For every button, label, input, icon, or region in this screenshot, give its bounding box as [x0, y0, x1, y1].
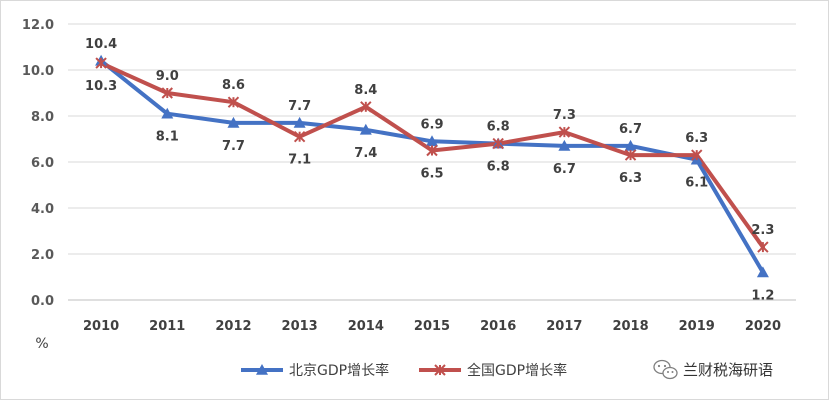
legend: 北京GDP增长率 全国GDP增长率 — [241, 362, 567, 379]
beijing-data-label: 6.7 — [553, 162, 576, 177]
x-tick-label: 2019 — [679, 319, 715, 334]
beijing-data-label: 6.8 — [487, 160, 510, 175]
watermark: 兰财税海研语 — [653, 359, 773, 380]
x-tick-label: 2016 — [480, 319, 516, 334]
unit-label: % — [35, 336, 48, 352]
x-tick-label: 2015 — [414, 319, 450, 334]
y-tick-label: 8.0 — [31, 110, 54, 125]
x-tick-label: 2017 — [546, 319, 582, 334]
x-tick-label: 2010 — [83, 319, 119, 334]
national-data-label: 6.3 — [685, 131, 708, 146]
national-data-label: 6.3 — [619, 171, 642, 186]
star-marker — [624, 149, 637, 161]
series-group — [95, 54, 769, 278]
y-tick-label: 2.0 — [31, 248, 54, 263]
x-tick-label: 2018 — [612, 319, 648, 334]
beijing-point — [227, 116, 240, 128]
beijing-data-label: 6.1 — [685, 176, 708, 191]
star-marker — [434, 364, 446, 376]
beijing-data-label: 7.7 — [288, 99, 311, 114]
x-axis-ticks: 2010 2011 2012 2013 2014 2015 2016 2017 2018 2019… — [83, 319, 781, 334]
national-data-label: 8.4 — [354, 83, 377, 98]
star-marker — [293, 130, 306, 143]
beijing-point — [624, 139, 637, 151]
star-marker — [492, 137, 504, 150]
gridlines — [68, 23, 796, 301]
beijing-point — [558, 139, 571, 151]
national-data-label: 2.3 — [751, 223, 774, 238]
y-tick-label: 10.0 — [22, 64, 54, 79]
y-tick-label: 0.0 — [31, 294, 54, 309]
x-tick-label: 2020 — [745, 319, 781, 334]
wechat-icon — [653, 359, 678, 380]
beijing-data-label: 1.2 — [751, 288, 774, 303]
x-tick-label: 2014 — [348, 319, 384, 334]
data-labels: 10.4 10.3 8.1 9.0 7.7 8.6 7.7 7.1 7.4 8.4 6.9 6.5 6.… — [85, 37, 774, 304]
national-data-label: 7.1 — [288, 153, 311, 168]
y-tick-label: 12.0 — [22, 18, 54, 33]
watermark-text: 兰财税海研语 — [683, 361, 773, 379]
beijing-data-label: 10.4 — [85, 37, 117, 52]
legend-beijing-label: 北京GDP增长率 — [289, 362, 389, 379]
star-marker — [161, 87, 173, 99]
beijing-data-label: 7.4 — [354, 146, 377, 161]
star-marker — [757, 241, 769, 253]
beijing-data-label: 8.1 — [156, 130, 179, 145]
star-marker — [360, 101, 372, 113]
beijing-data-label: 6.7 — [619, 122, 642, 137]
y-tick-label: 6.0 — [31, 156, 54, 171]
x-tick-label: 2011 — [149, 319, 185, 334]
legend-national-label: 全国GDP增长率 — [467, 362, 567, 379]
star-marker — [558, 126, 571, 138]
star-marker — [426, 144, 438, 157]
national-data-label: 10.3 — [85, 79, 117, 94]
beijing-point — [756, 266, 769, 278]
national-data-label: 6.5 — [420, 167, 443, 182]
y-axis-ticks: 0.0 2.0 4.0 6.0 8.0 10.0 12.0 — [22, 18, 54, 309]
beijing-point — [359, 123, 372, 135]
beijing-point — [426, 135, 438, 147]
national-data-label: 7.3 — [553, 108, 576, 123]
beijing-data-label: 6.9 — [420, 117, 443, 132]
legend-beijing-marker — [256, 364, 268, 375]
y-tick-label: 4.0 — [31, 202, 54, 217]
star-marker — [95, 57, 107, 69]
star-marker — [691, 149, 703, 161]
x-tick-label: 2012 — [215, 319, 251, 334]
beijing-data-label: 7.7 — [222, 139, 245, 154]
national-data-label: 6.8 — [487, 120, 510, 135]
beijing-point — [161, 107, 174, 119]
x-tick-label: 2013 — [282, 319, 318, 334]
star-marker — [227, 96, 240, 108]
national-data-label: 8.6 — [222, 78, 245, 93]
beijing-point — [293, 116, 306, 128]
national-data-label: 9.0 — [156, 69, 179, 84]
